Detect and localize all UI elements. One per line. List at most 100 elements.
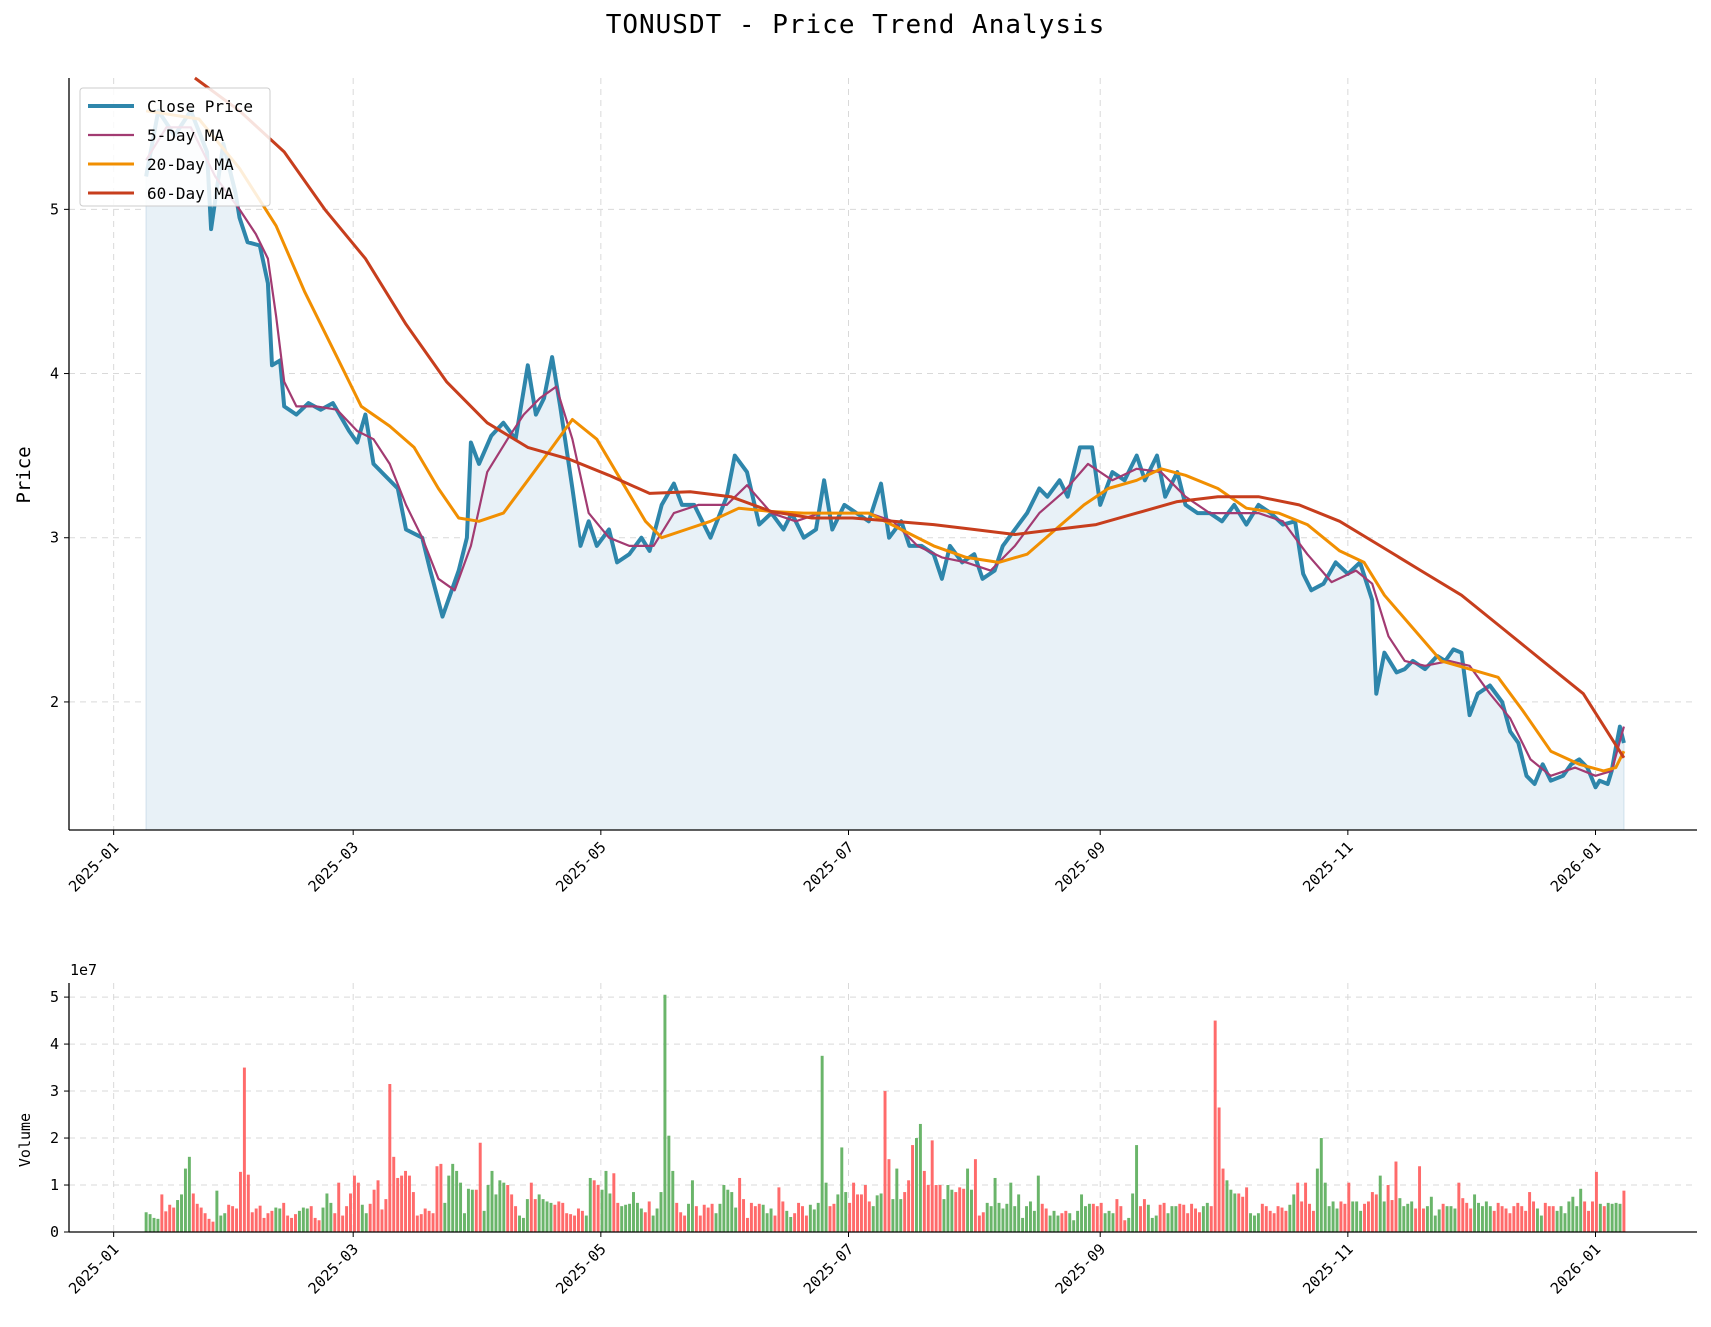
volume-bar (730, 1192, 734, 1232)
volume-bar (918, 1123, 922, 1232)
volume-bar (1241, 1196, 1245, 1232)
volume-bar (301, 1207, 305, 1232)
volume-bar (930, 1140, 934, 1232)
volume-bar (1449, 1206, 1453, 1232)
volume-bar (553, 1204, 557, 1232)
volume-bar (1480, 1206, 1484, 1232)
volume-bar (1280, 1207, 1284, 1232)
volume-bar (573, 1215, 577, 1232)
volume-bar (667, 1135, 671, 1232)
volume-bar (1142, 1199, 1146, 1232)
volume-bar (690, 1180, 694, 1232)
volume-bar (219, 1215, 223, 1232)
volume-bar (608, 1193, 612, 1232)
price-y-tick-label: 3 (50, 529, 59, 547)
volume-bar (1492, 1210, 1496, 1232)
volume-bar (1154, 1215, 1158, 1232)
volume-bar (1284, 1210, 1288, 1232)
volume-bar (463, 1213, 466, 1232)
price-x-tick-labels: 2025-01 2025-03 2025-05 2025-07 2025-09 2025-… (65, 830, 1604, 896)
volume-bar (1292, 1194, 1296, 1232)
volume-bar (455, 1170, 459, 1232)
volume-bar (282, 1202, 286, 1232)
volume-bar (1587, 1210, 1591, 1232)
volume-bar (647, 1201, 651, 1232)
volume-bar (1272, 1213, 1276, 1232)
volume-bar (164, 1211, 168, 1232)
volume-bar (356, 1182, 360, 1232)
volume-bar (262, 1217, 266, 1232)
volume-bar (514, 1206, 518, 1232)
volume-scale-label: 1e7 (70, 961, 97, 979)
legend-label-ma60: 60-Day MA (147, 184, 234, 203)
volume-bar (1268, 1210, 1272, 1232)
volume-bar (580, 1210, 584, 1232)
volume-bar (1363, 1203, 1366, 1232)
volume-bar (435, 1166, 439, 1232)
volume-bar (1504, 1208, 1508, 1232)
volume-bar (683, 1215, 687, 1232)
volume-bar (785, 1210, 789, 1232)
volume-bar (521, 1217, 525, 1232)
volume-bar (443, 1202, 447, 1232)
volume-bar (1221, 1168, 1225, 1232)
volume-bar (1264, 1206, 1268, 1232)
price-y-tick-labels: 2 3 4 5 (50, 200, 69, 711)
volume-bar (1182, 1204, 1186, 1232)
volume-bar (977, 1215, 981, 1232)
volume-bar (1072, 1220, 1076, 1232)
volume-bar (510, 1194, 514, 1232)
volume-bar (620, 1206, 624, 1232)
volume-bar (494, 1194, 498, 1232)
volume-bar (1028, 1201, 1032, 1232)
volume-bar (1331, 1201, 1335, 1232)
volume-bar (333, 1213, 337, 1232)
volume-bar (176, 1200, 180, 1232)
volume-bar (1406, 1203, 1410, 1232)
volume-bar (372, 1189, 376, 1232)
volume-bar (903, 1192, 907, 1232)
volume-bar (899, 1199, 903, 1232)
volume-bar (883, 1091, 887, 1232)
volume-bar (419, 1214, 423, 1232)
volume-bar (1535, 1208, 1539, 1232)
volume-bar (404, 1170, 408, 1232)
volume-bar (278, 1208, 282, 1232)
volume-bar (946, 1185, 950, 1232)
volume-bar (1245, 1187, 1249, 1232)
volume-bar (1567, 1201, 1571, 1232)
volume-bar (1579, 1188, 1583, 1232)
volume-bar (1300, 1201, 1304, 1232)
volume-bar (313, 1217, 317, 1232)
volume-bar (1343, 1203, 1347, 1232)
volume-bar (616, 1202, 620, 1232)
volume-bar (1209, 1206, 1213, 1232)
volume-bar (1068, 1213, 1072, 1232)
volume-bar (502, 1182, 506, 1232)
volume-bar (1594, 1171, 1598, 1232)
price-y-tick-label: 4 (50, 365, 59, 383)
volume-bar (679, 1212, 683, 1232)
volume-bar (1496, 1202, 1500, 1232)
volume-bar (726, 1189, 730, 1232)
volume-bar (286, 1215, 290, 1232)
legend-items: Close Price 5-Day MA 20-Day MA 60-Day MA (88, 97, 253, 203)
volume-bar (950, 1189, 954, 1232)
volume-bar (1461, 1198, 1465, 1232)
volume-bar (1099, 1202, 1103, 1232)
volume-bar (1080, 1194, 1084, 1232)
series-line-ma60 (194, 76, 1626, 759)
volume-x-tick-label: 2025-07 (800, 1240, 857, 1297)
volume-bar (954, 1192, 958, 1232)
volume-bar (1052, 1210, 1056, 1232)
price-y-tick-label: 2 (50, 693, 59, 711)
volume-bar (1194, 1208, 1197, 1232)
volume-bar (1414, 1208, 1418, 1232)
volume-bar (694, 1206, 698, 1232)
volume-bar (820, 1055, 824, 1232)
volume-bar (309, 1206, 313, 1232)
volume-bar (584, 1215, 588, 1232)
volume-bar (305, 1208, 309, 1232)
price-x-tick-label: 2026-01 (1547, 838, 1604, 895)
volume-bar (643, 1212, 647, 1232)
